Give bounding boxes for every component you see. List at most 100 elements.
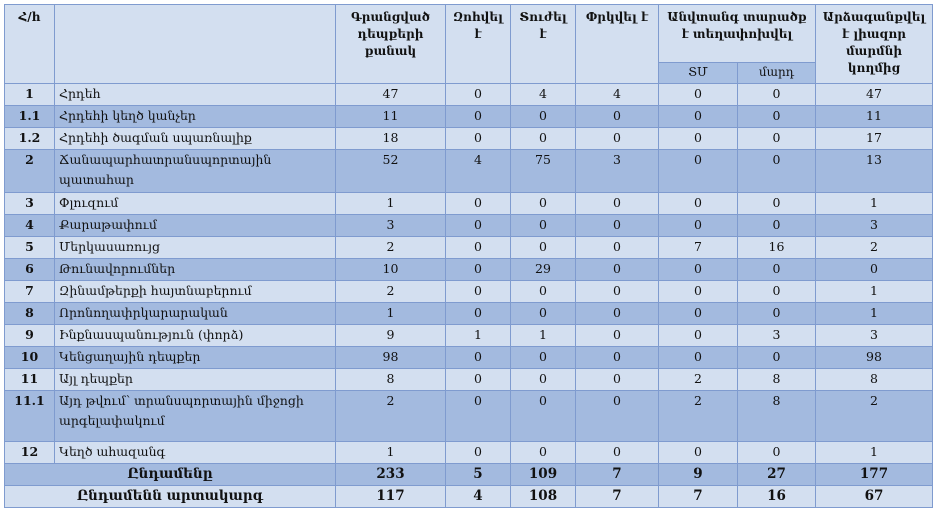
row-name: Հրդեհի ծագման սպառնալիք (54, 127, 336, 150)
table-row: 6 Թունավորումներ 10 0 29 0 0 0 0 (4, 258, 933, 281)
row-value: 11 (815, 105, 933, 128)
row-value: 0 (445, 346, 511, 369)
row-value: 0 (445, 441, 511, 464)
row-value: 0 (658, 280, 738, 303)
row-value: 0 (737, 280, 816, 303)
row-value: 0 (737, 214, 816, 237)
row-value: 0 (737, 105, 816, 128)
row-value: 0 (575, 236, 659, 259)
row-name: Կեղծ ահազանգ (54, 441, 336, 464)
table-row: 1.2 Հրդեհի ծագման սպառնալիք 18 0 0 0 0 0 17 (4, 127, 933, 150)
row-value: 0 (737, 149, 816, 193)
row-value: 0 (575, 192, 659, 215)
row-value: 0 (737, 192, 816, 215)
row-value: 2 (658, 368, 738, 391)
row-name: Որոնողափրկարարական (54, 302, 336, 325)
row-value: 1 (335, 192, 446, 215)
table-row: 11.1 Այդ թվում՝ տրանսպորտային միջոցի արգե… (4, 390, 933, 442)
row-value: 9 (335, 324, 446, 347)
header-moved-sm: ՏՄ (658, 62, 738, 84)
row-value: 0 (510, 214, 576, 237)
row-value: 0 (510, 192, 576, 215)
row-value: 16 (737, 236, 816, 259)
total-value: 7 (575, 463, 659, 486)
header-moved-people: մարդ (737, 62, 816, 84)
row-value: 0 (737, 83, 816, 106)
total-value: 177 (815, 463, 933, 486)
row-value: 0 (445, 302, 511, 325)
total-value: 9 (658, 463, 738, 486)
row-value: 0 (445, 368, 511, 391)
row-name: Հրդեհ (54, 83, 336, 106)
row-value: 17 (815, 127, 933, 150)
row-value: 0 (658, 127, 738, 150)
row-name: Այդ թվում՝ տրանսպորտային միջոցի արգելափա… (54, 390, 336, 442)
header-responded: Արձագանքվել է լիազոր մարմնի կողմից (815, 4, 933, 84)
row-value: 4 (575, 83, 659, 106)
header-rescued: Փրկվել է (575, 4, 659, 84)
total-value: 5 (445, 463, 511, 486)
row-value: 0 (658, 324, 738, 347)
row-value: 0 (445, 258, 511, 281)
row-value: 3 (335, 214, 446, 237)
header-number: Հ/հ (4, 4, 55, 84)
table-row: 3 Փլուզում 1 0 0 0 0 0 1 (4, 192, 933, 215)
row-number: 1.1 (4, 105, 55, 128)
row-value: 1 (335, 441, 446, 464)
row-value: 0 (737, 258, 816, 281)
row-value: 3 (815, 214, 933, 237)
total-value: 109 (510, 463, 576, 486)
row-number: 2 (4, 149, 55, 193)
row-value: 0 (658, 302, 738, 325)
row-value: 0 (737, 302, 816, 325)
row-number: 3 (4, 192, 55, 215)
header-died: Զոհվել է (445, 4, 511, 84)
row-value: 0 (658, 192, 738, 215)
row-number: 1.2 (4, 127, 55, 150)
row-value: 0 (445, 83, 511, 106)
total-value: 108 (510, 485, 576, 508)
row-value: 0 (815, 258, 933, 281)
total-value: 233 (335, 463, 446, 486)
total-value: 7 (658, 485, 738, 508)
row-value: 98 (815, 346, 933, 369)
row-value: 0 (445, 280, 511, 303)
row-value: 11 (335, 105, 446, 128)
row-value: 0 (510, 280, 576, 303)
row-value: 8 (737, 390, 816, 442)
row-value: 0 (445, 127, 511, 150)
row-number: 5 (4, 236, 55, 259)
row-value: 2 (658, 390, 738, 442)
table-row: 11 Այլ դեպքեր 8 0 0 0 2 8 8 (4, 368, 933, 391)
row-value: 0 (658, 149, 738, 193)
row-value: 0 (445, 236, 511, 259)
row-value: 0 (510, 346, 576, 369)
row-name: Այլ դեպքեր (54, 368, 336, 391)
row-value: 0 (445, 192, 511, 215)
row-value: 0 (658, 83, 738, 106)
row-value: 0 (575, 346, 659, 369)
row-value: 0 (510, 127, 576, 150)
row-value: 2 (815, 236, 933, 259)
row-value: 1 (445, 324, 511, 347)
row-value: 0 (575, 127, 659, 150)
row-name: Զինամթերքի հայտնաբերում (54, 280, 336, 303)
header-injured: Տուժել է (510, 4, 576, 84)
row-value: 4 (510, 83, 576, 106)
row-number: 12 (4, 441, 55, 464)
row-value: 47 (335, 83, 446, 106)
table-row: 5 Մերկասառույց 2 0 0 0 7 16 2 (4, 236, 933, 259)
row-value: 18 (335, 127, 446, 150)
row-value: 2 (815, 390, 933, 442)
row-value: 0 (510, 302, 576, 325)
table-row: 7 Զինամթերքի հայտնաբերում 2 0 0 0 0 0 1 (4, 280, 933, 303)
row-value: 0 (445, 214, 511, 237)
total-row: Ընդամենն արտակարգ 117 4 108 7 7 16 67 (4, 485, 933, 508)
row-value: 8 (335, 368, 446, 391)
row-value: 0 (575, 302, 659, 325)
total-label: Ընդամենն արտակարգ (4, 485, 336, 508)
row-value: 3 (737, 324, 816, 347)
header-moved: Անվտանգ տարածք է տեղափոխվել (658, 4, 816, 63)
row-value: 98 (335, 346, 446, 369)
table-row: 2 Ճանապարհատրանսպորտային պատահար 52 4 75 3 0 0 1… (4, 149, 933, 193)
